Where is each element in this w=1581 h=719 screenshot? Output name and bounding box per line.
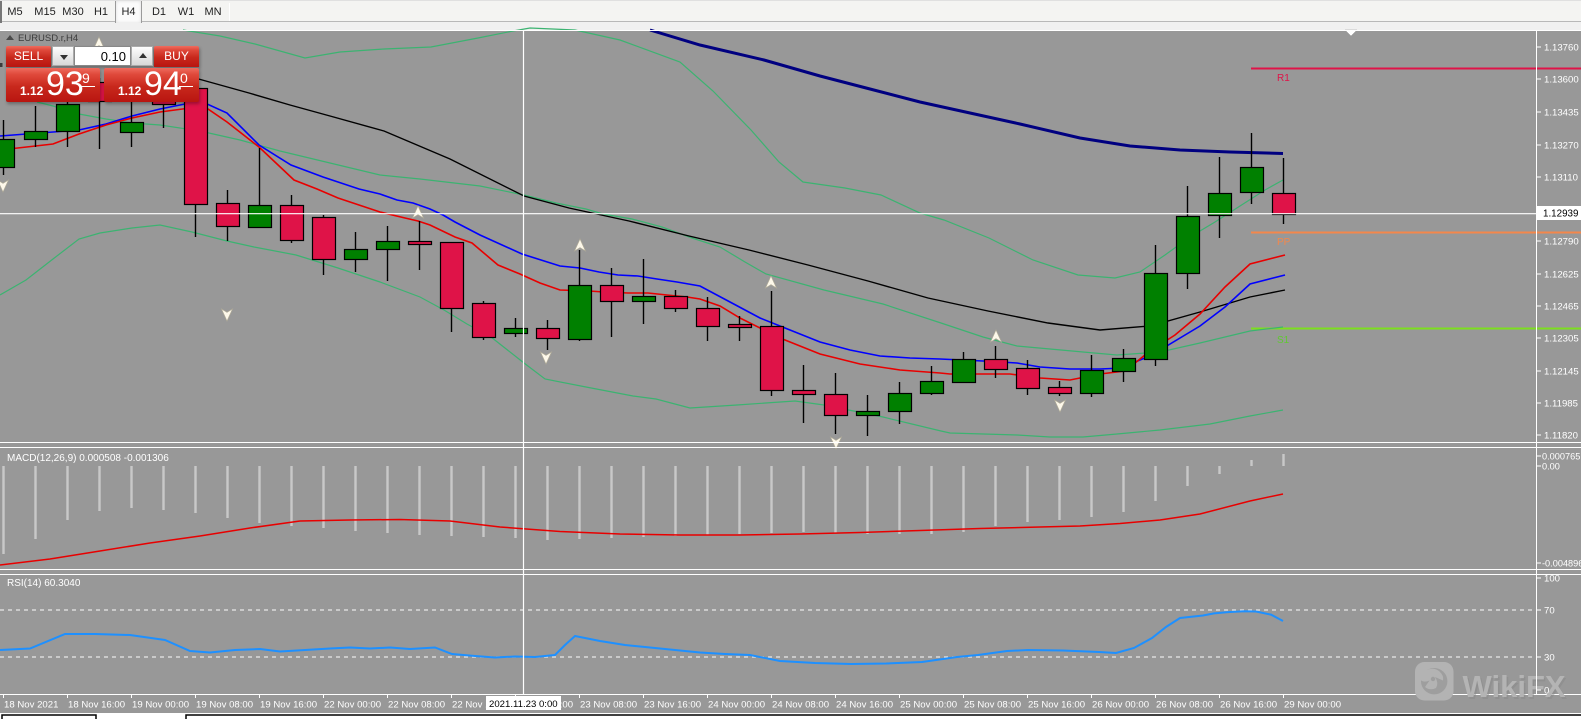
svg-text:1.12939: 1.12939 [1543,209,1578,220]
svg-text:1.12790: 1.12790 [1544,237,1579,248]
svg-text:19 Nov 08:00: 19 Nov 08:00 [196,700,253,711]
svg-text:24 Nov 08:00: 24 Nov 08:00 [772,700,829,711]
svg-text:0.000765: 0.000765 [1542,452,1580,462]
svg-text:0: 0 [1544,686,1549,697]
svg-text:30: 30 [1544,653,1555,664]
svg-text:25 Nov 00:00: 25 Nov 00:00 [900,700,957,711]
svg-text:19 Nov 00:00: 19 Nov 00:00 [132,700,189,711]
svg-text:1.12305: 1.12305 [1544,334,1579,345]
svg-text:26 Nov 00:00: 26 Nov 00:00 [1092,700,1149,711]
svg-text:26 Nov 16:00: 26 Nov 16:00 [1220,700,1277,711]
svg-text:-0.004896: -0.004896 [1542,559,1581,569]
svg-text:1.13435: 1.13435 [1544,108,1579,119]
svg-text:1.11820: 1.11820 [1544,431,1578,442]
svg-text:RSI(14) 60.3040: RSI(14) 60.3040 [7,578,81,589]
svg-text:1.11985: 1.11985 [1544,399,1578,410]
svg-text:18 Nov 2021: 18 Nov 2021 [4,700,58,711]
svg-text:25 Nov 16:00: 25 Nov 16:00 [1028,700,1085,711]
svg-text:MACD(12,26,9) 0.000508 -0.0013: MACD(12,26,9) 0.000508 -0.001306 [7,453,169,464]
svg-text:23 Nov 16:00: 23 Nov 16:00 [644,700,701,711]
svg-text:WikiFX: WikiFX [1463,669,1566,704]
svg-text:22 Nov 16:00: 22 Nov 16:00 [452,700,509,711]
svg-text:19 Nov 16:00: 19 Nov 16:00 [260,700,317,711]
svg-text:22 Nov 00:00: 22 Nov 00:00 [324,700,381,711]
svg-text:18 Nov 16:00: 18 Nov 16:00 [68,700,125,711]
svg-text:PP: PP [1277,237,1291,248]
svg-text:0.00: 0.00 [1542,462,1560,472]
svg-text:1.13600: 1.13600 [1544,75,1579,86]
svg-text:25 Nov 08:00: 25 Nov 08:00 [964,700,1021,711]
svg-text:1.13270: 1.13270 [1544,141,1579,152]
svg-text:22 Nov 08:00: 22 Nov 08:00 [388,700,445,711]
svg-text:2021.11.23 0:00: 2021.11.23 0:00 [489,699,558,710]
svg-text:1.13110: 1.13110 [1544,173,1578,184]
svg-text:70: 70 [1544,606,1555,617]
svg-text:1.12625: 1.12625 [1544,270,1579,281]
svg-text:1.12465: 1.12465 [1544,302,1579,313]
svg-text:29 Nov 00:00: 29 Nov 00:00 [1284,700,1341,711]
svg-text:1.13760: 1.13760 [1544,43,1579,54]
svg-text:1.12145: 1.12145 [1544,367,1579,378]
svg-text:24 Nov 00:00: 24 Nov 00:00 [708,700,765,711]
svg-text:R1: R1 [1277,73,1290,84]
svg-text:S1: S1 [1277,335,1290,346]
svg-text:WikiFX: WikiFX [1464,671,1567,706]
svg-text:24 Nov 16:00: 24 Nov 16:00 [836,700,893,711]
svg-text:23 Nov 08:00: 23 Nov 08:00 [580,700,637,711]
svg-text:100: 100 [1544,574,1560,585]
svg-text:26 Nov 08:00: 26 Nov 08:00 [1156,700,1213,711]
